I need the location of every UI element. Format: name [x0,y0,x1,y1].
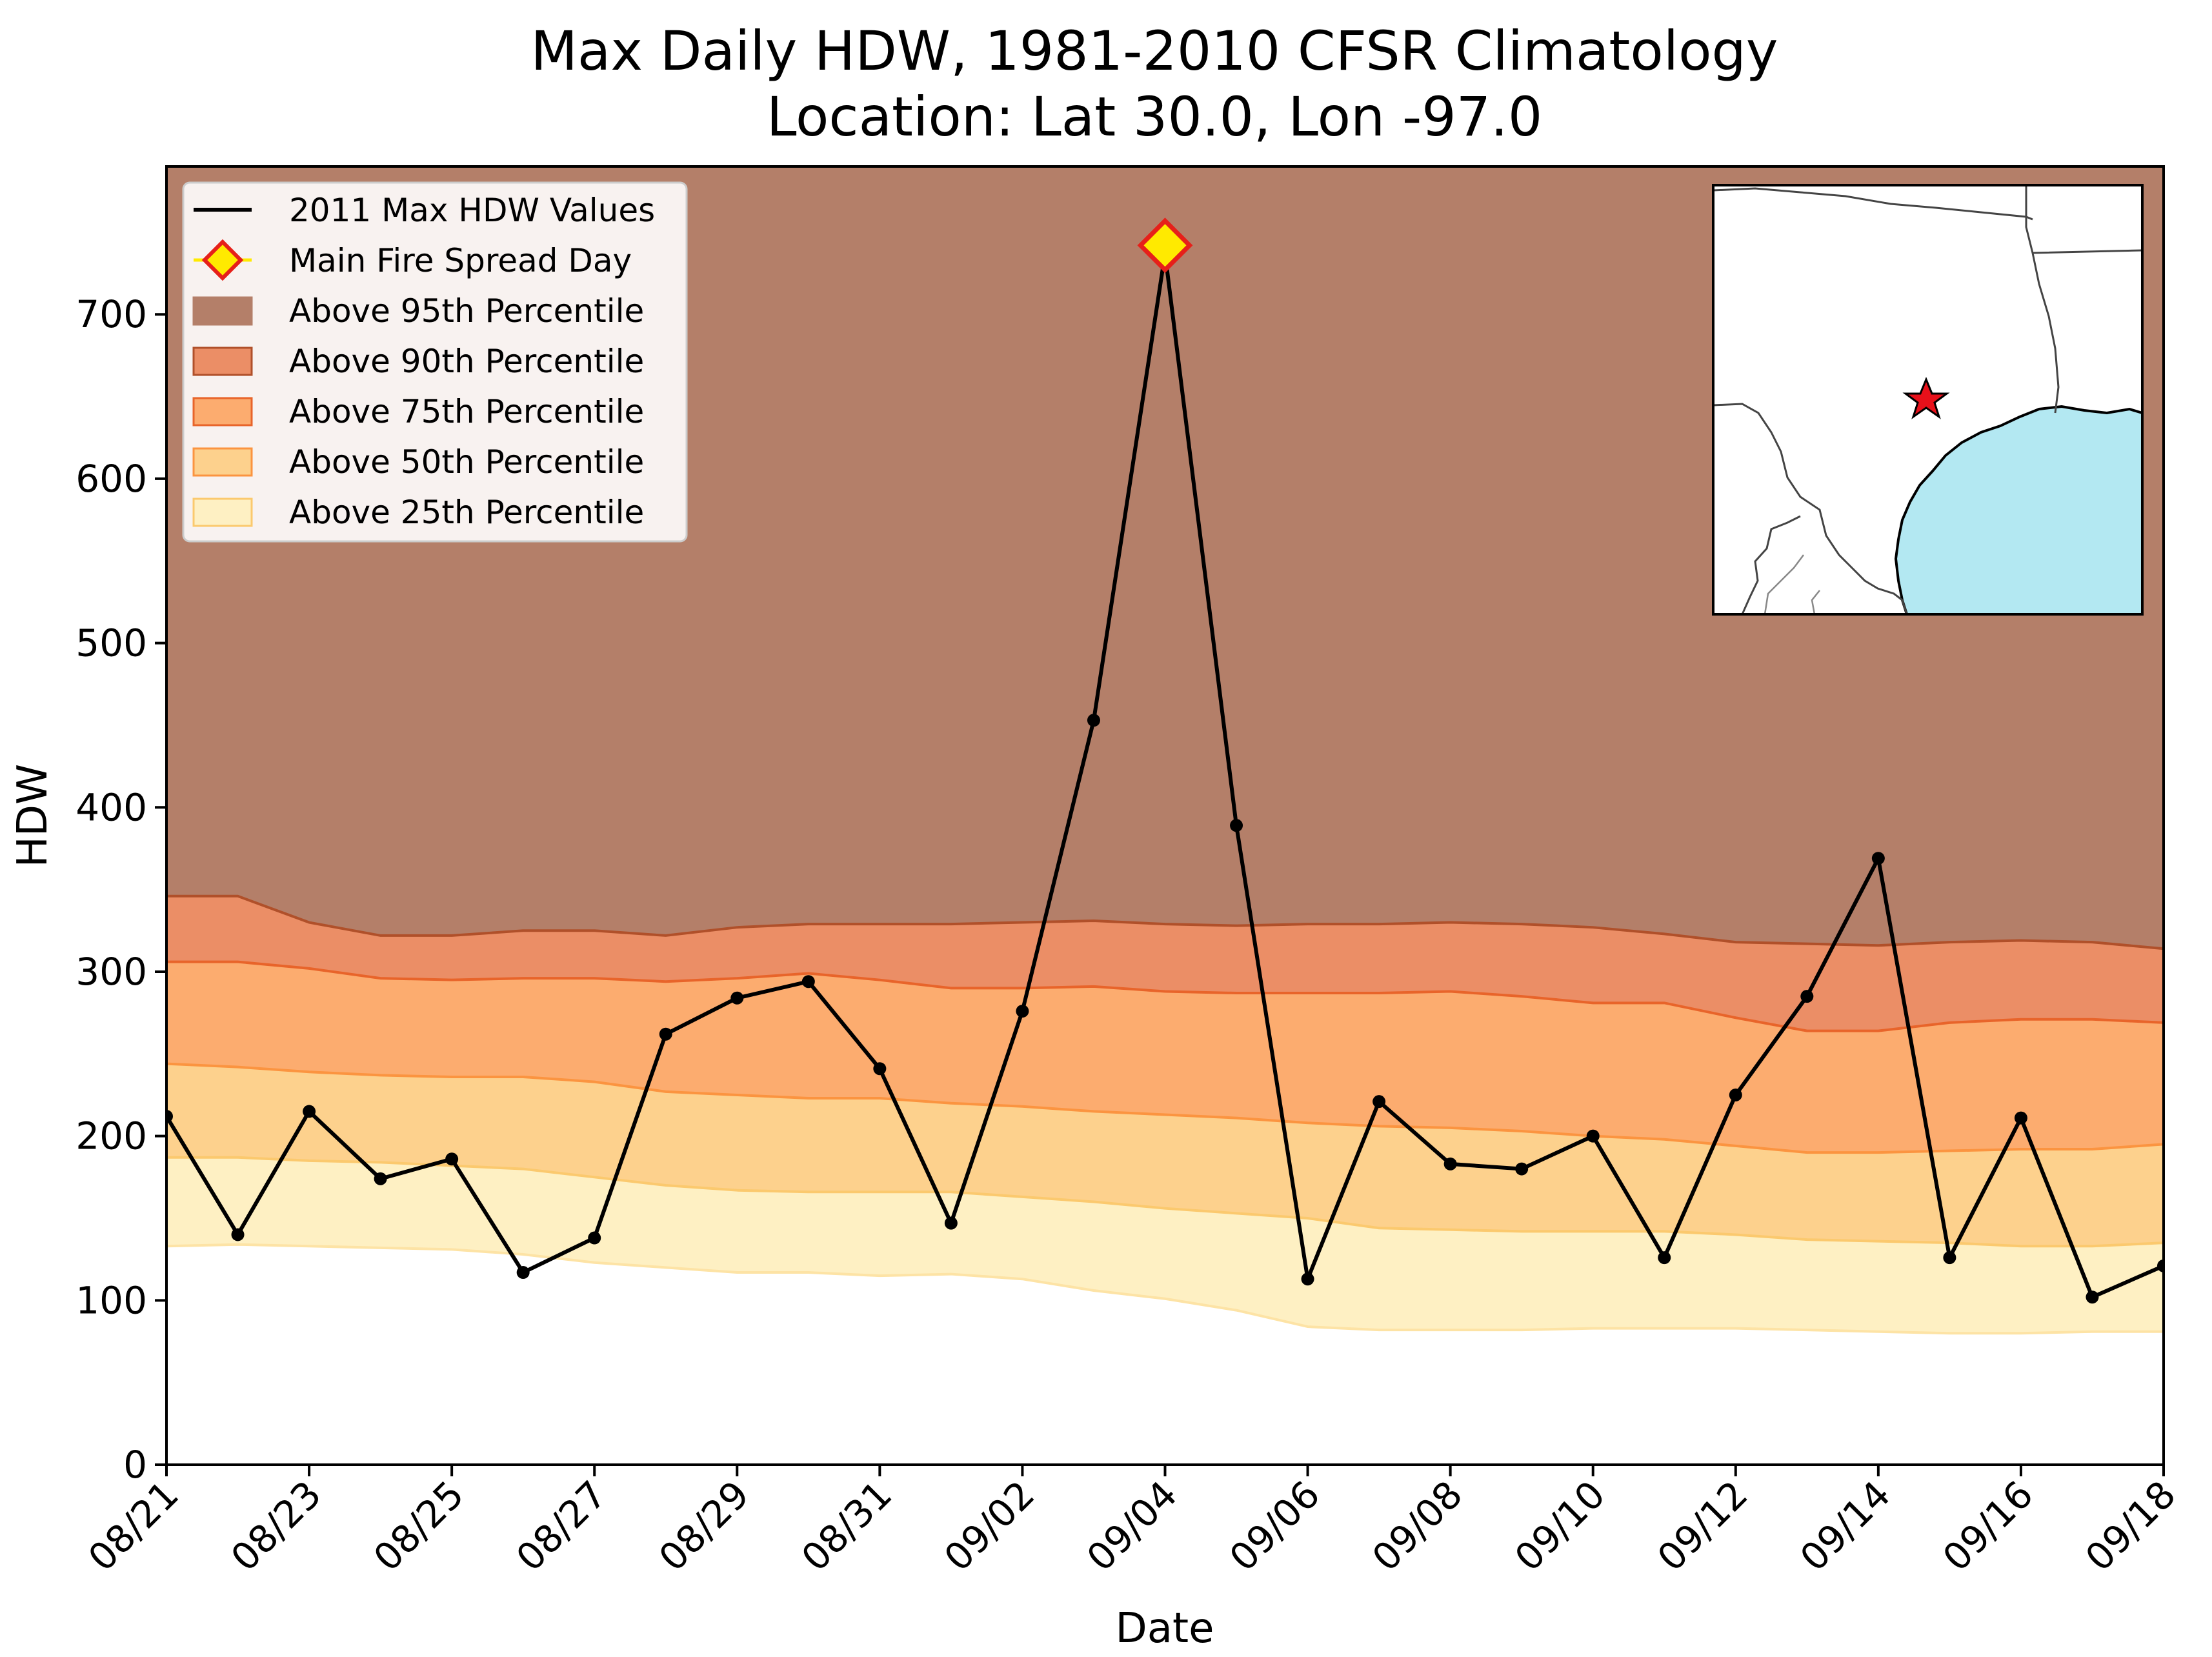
data-point-09-14 [1871,852,1885,865]
data-point-09-11 [1658,1251,1671,1265]
legend-swatch-above-95th-percentile [192,296,253,326]
data-point-09-05 [1230,819,1243,832]
y-tick-label-0: 0 [123,1443,147,1487]
data-point-08-26 [516,1266,530,1280]
data-point-09-03 [1087,714,1100,727]
data-point-08-29 [730,991,744,1005]
main-fire-spread-marker [1137,217,1193,274]
inset-map-frame [1712,184,2144,616]
y-tick-label-400: 400 [75,785,147,829]
y-tick-label-500: 500 [75,621,147,665]
coastline [1894,405,2143,615]
legend-swatch-above-90th-percentile [192,346,253,376]
legend-swatch-above-25th-percentile [192,497,253,527]
data-point-08-31 [873,1062,887,1076]
legend-label-above-50th-percentile: Above 50th Percentile [289,443,644,481]
band-edge-above-25th-percentile [166,1156,2164,1248]
y-axis: 0 100 200 300 400 500 600 700 [75,292,166,1487]
legend-label-marker: Main Fire Spread Day [289,242,632,279]
y-tick-label-200: 200 [75,1114,147,1158]
legend-label-series: 2011 Max HDW Values [289,192,655,229]
data-point-08-24 [374,1172,387,1185]
y-tick-label-700: 700 [75,292,147,336]
band-edge-above-75th-percentile [166,960,2164,1032]
y-tick-label-100: 100 [75,1278,147,1322]
data-point-09-01 [944,1216,958,1230]
data-point-09-13 [1800,990,1814,1003]
data-point-09-10 [1586,1129,1600,1143]
data-point-08-21 [166,1110,173,1123]
data-point-09-02 [1016,1005,1029,1018]
legend-swatch-above-75th-percentile [192,397,253,427]
data-point-09-08 [1443,1157,1457,1170]
band-edge-above-50th-percentile [166,1062,2164,1154]
legend-label-above-25th-percentile: Above 25th Percentile [289,494,644,531]
legend-label-above-95th-percentile: Above 95th Percentile [289,292,644,330]
gulf-of-mexico-water [1896,407,2142,614]
band-edge-25th-percentile-lower-edge [166,1243,2164,1335]
data-point-09-09 [1515,1162,1529,1176]
data-point-09-17 [2086,1290,2099,1304]
x-axis-label: Date [1116,1605,1214,1652]
data-point-08-30 [801,975,815,989]
y-tick-label-600: 600 [75,457,147,501]
data-point-09-16 [2014,1111,2027,1125]
legend-swatch-above-50th-percentile [192,447,253,477]
state-borders [1713,185,2143,615]
data-point-08-25 [445,1152,459,1166]
band-edge-above-90th-percentile [166,894,2164,950]
data-point-09-06 [1301,1272,1314,1286]
data-point-09-15 [1943,1251,1956,1265]
y-tick-label-300: 300 [75,950,147,994]
red-star-icon [1902,377,1950,419]
data-point-08-22 [231,1228,245,1241]
data-point-08-28 [659,1027,672,1041]
inner-borders [1764,554,1820,615]
data-point-08-27 [588,1231,601,1245]
data-point-09-07 [1372,1095,1386,1109]
chart-title: Max Daily HDW, 1981-2010 CFSR Climatolog… [530,19,1778,83]
legend: 2011 Max HDW Values Main Fire Spread Day A… [182,181,688,543]
inset-map [1712,184,2144,616]
legend-swatch-marker [201,239,244,281]
legend-label-above-75th-percentile: Above 75th Percentile [289,393,644,430]
band-25th-percentile-lower-edge [166,1244,2164,1465]
data-point-09-12 [1729,1088,1742,1101]
data-point-09-18 [2157,1259,2164,1272]
y-axis-label: HDW [9,764,57,868]
legend-frame [182,181,688,543]
data-point-08-23 [303,1105,316,1118]
chart-subtitle: Location: Lat 30.0, Lon -97.0 [767,85,1543,148]
hdw-series [166,217,2164,1304]
legend-label-above-90th-percentile: Above 90th Percentile [289,343,644,380]
